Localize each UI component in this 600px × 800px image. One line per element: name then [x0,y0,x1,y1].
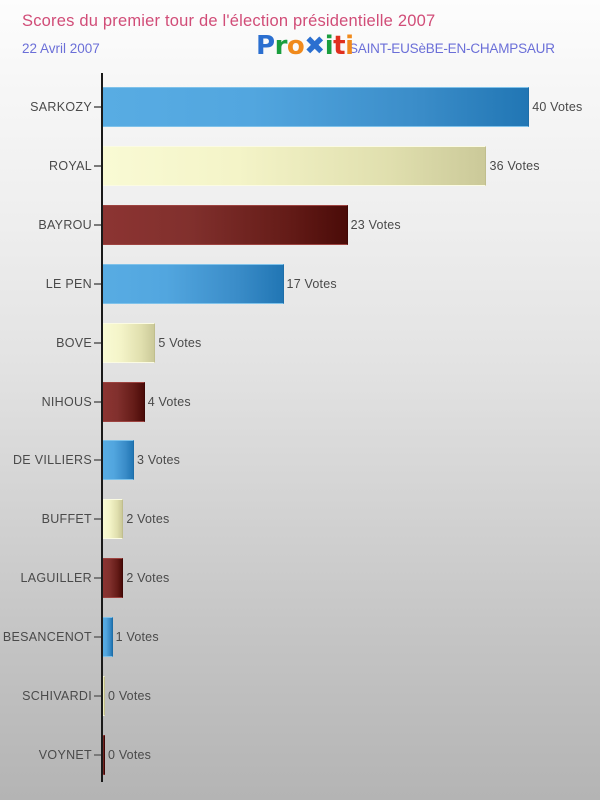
bar-value-label: 40 Votes [532,100,583,114]
bar[interactable] [102,558,124,599]
candidate-label: SARKOZY [30,100,92,114]
bar-value-label: 5 Votes [158,335,202,350]
bar[interactable] [102,499,124,540]
bar[interactable] [102,87,530,127]
candidate-label: LE PEN [45,276,92,291]
bar-row: SARKOZY 40 Votes [0,87,600,127]
bar-value-label: 2 Votes [126,512,170,527]
candidate-label: BUFFET [41,512,92,527]
bar-row: VOYNET 0 Votes [0,734,600,775]
bar-row: ROYAL 36 Votes [0,145,600,186]
axis-tick [94,282,101,285]
logo-letter-o: o [286,31,305,61]
axis-tick [94,106,101,108]
axis-tick [94,341,101,344]
page-title: Scores du premier tour de l'élection pré… [22,12,436,30]
bar[interactable] [102,322,156,363]
bar-row: BAYROU 23 Votes [0,204,600,245]
logo-letter-p: P [256,31,275,61]
candidate-label: SCHIVARDI [22,689,92,703]
bar[interactable] [102,381,145,422]
candidate-label: NIHOUS [41,394,92,409]
bar[interactable] [102,440,135,481]
bar-value-label: 3 Votes [137,453,181,468]
bar-value-label: 23 Votes [350,217,401,232]
bar-row: BOVE 5 Votes [0,322,600,363]
candidate-label: BAYROU [38,217,92,232]
bar-row: DE VILLIERS 3 Votes [0,440,600,481]
bar[interactable] [102,263,284,304]
axis-tick [94,459,101,462]
candidate-label: DE VILLIERS [12,453,92,468]
logo-letter-i-first: i [324,31,334,61]
logo-letter-t: t [333,31,346,61]
axis-tick [94,164,101,167]
value-axis-line [101,73,103,782]
logo-letter-x: ✖ [304,31,325,60]
bar-row: LAGUILLER 2 Votes [0,558,600,599]
axis-tick [94,400,101,403]
logo-letter-r: r [274,31,288,61]
candidate-label: VOYNET [38,747,92,762]
bar[interactable] [102,145,487,186]
candidate-label: BESANCENOT [2,630,92,645]
bar-row: LE PEN 17 Votes [0,263,600,304]
axis-tick [94,223,101,226]
candidate-label: BOVE [56,335,92,350]
bar-row: SCHIVARDI 0 Votes [0,676,600,716]
axis-tick [94,636,101,639]
bar[interactable] [102,617,113,658]
chart-date: 22 Avril 2007 [22,41,100,56]
axis-tick [94,577,101,580]
bar-value-label: 0 Votes [108,689,152,703]
proxiti-logo[interactable]: Pro✖iti [256,33,354,59]
bar-value-label: 36 Votes [489,158,540,173]
bar-value-label: 17 Votes [286,276,337,291]
axis-tick [94,753,101,756]
bar[interactable] [102,204,348,245]
bar-row: BESANCENOT 1 Votes [0,617,600,658]
logo-letter-i-second: i [345,31,354,61]
axis-tick [94,695,101,697]
candidate-label: ROYAL [49,158,92,173]
bar-value-label: 1 Votes [115,630,159,645]
bar-value-label: 4 Votes [147,394,191,409]
bar-value-label: 0 Votes [108,747,152,762]
bar-row: BUFFET 2 Votes [0,499,600,540]
bar-value-label: 2 Votes [126,571,170,586]
candidate-label: LAGUILLER [20,571,92,586]
axis-tick [94,518,101,521]
commune-name: SAINT-EUSèBE-EN-CHAMPSAUR [349,41,555,56]
bar-row: NIHOUS 4 Votes [0,381,600,422]
